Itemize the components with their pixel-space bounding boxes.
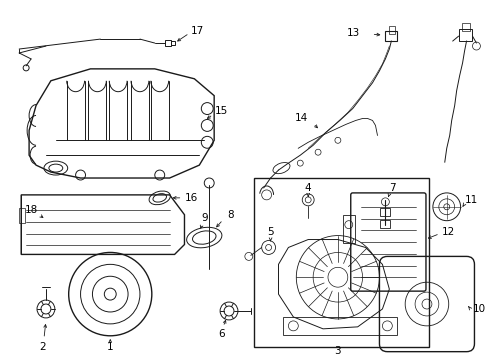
Text: 13: 13	[346, 28, 360, 38]
Text: 16: 16	[184, 193, 198, 203]
Bar	[283, 317, 397, 335]
Text: 17: 17	[191, 26, 204, 36]
Text: 12: 12	[442, 226, 455, 237]
Bar	[254, 178, 429, 347]
Bar	[380, 208, 391, 216]
Text: 15: 15	[215, 105, 228, 116]
Text: 8: 8	[228, 210, 234, 220]
Text: 10: 10	[472, 304, 486, 314]
Text: 3: 3	[335, 346, 341, 356]
Bar	[165, 40, 171, 46]
Text: 2: 2	[40, 342, 46, 352]
Text: 14: 14	[295, 113, 308, 123]
Text: 1: 1	[107, 342, 114, 352]
Text: 5: 5	[267, 226, 274, 237]
Text: 7: 7	[389, 183, 395, 193]
Bar	[462, 23, 469, 31]
Bar	[380, 220, 391, 228]
Bar	[343, 215, 355, 243]
Text: 18: 18	[24, 205, 38, 215]
Bar	[390, 26, 395, 34]
Bar	[459, 29, 472, 41]
Bar	[171, 41, 174, 45]
Bar	[19, 208, 25, 223]
Text: 6: 6	[218, 329, 224, 339]
Text: 9: 9	[201, 213, 208, 223]
Text: 11: 11	[465, 195, 478, 205]
Text: 4: 4	[305, 183, 312, 193]
Bar	[386, 31, 397, 41]
